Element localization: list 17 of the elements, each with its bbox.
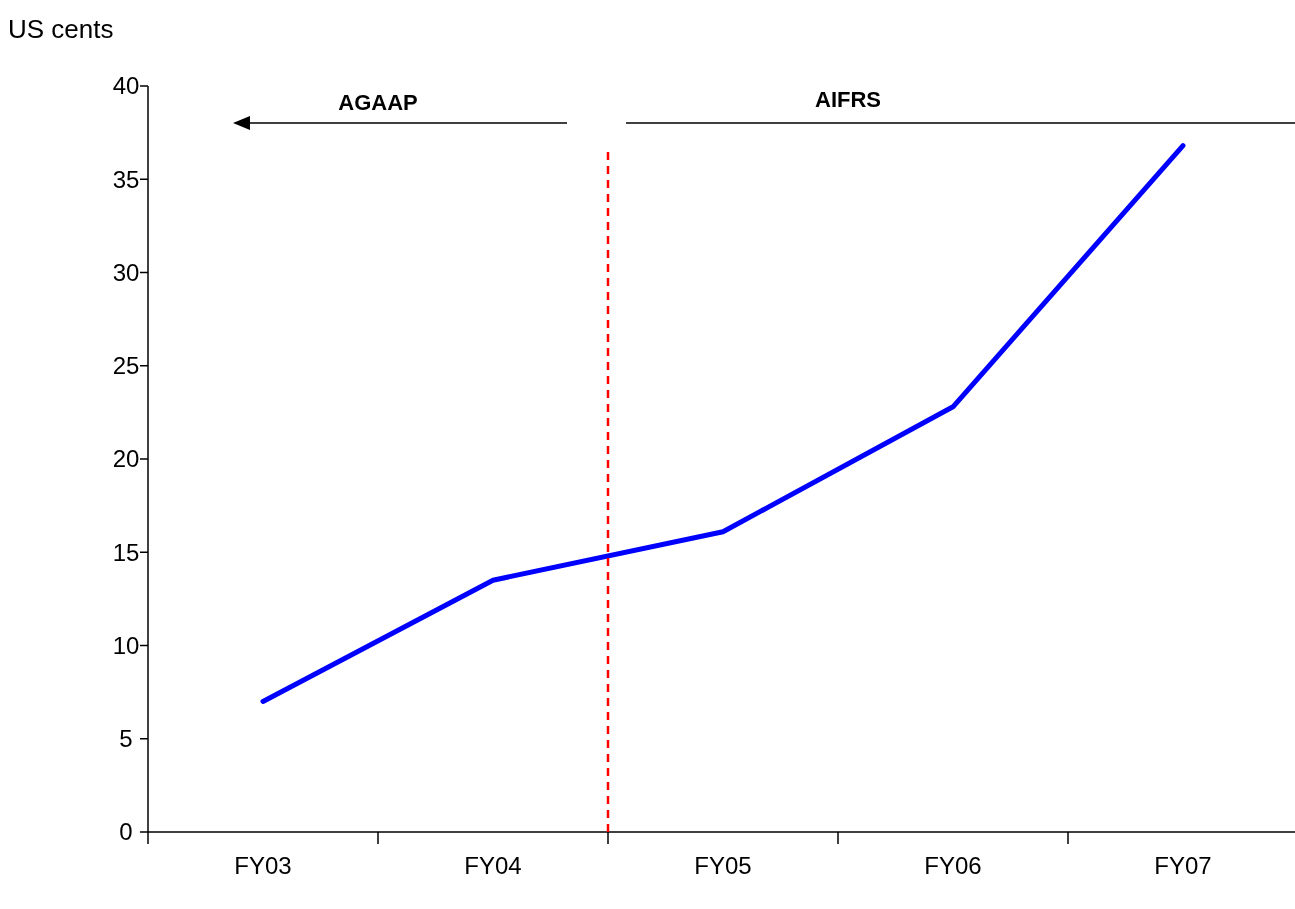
y-tick-label: 30 — [112, 258, 140, 286]
y-tick-label: 0 — [119, 818, 133, 846]
y-tick-label: 40 — [112, 72, 140, 100]
y-tick-label: 35 — [112, 165, 140, 193]
annotation: AIFRS — [815, 87, 881, 112]
y-axis-title: US cents — [8, 14, 114, 44]
y-tick-label: 25 — [112, 352, 140, 380]
x-tick-label: FY06 — [924, 852, 982, 879]
y-tick-label: 10 — [112, 631, 140, 659]
annotation: AGAAP — [338, 90, 418, 115]
y-tick-label: 5 — [119, 725, 133, 753]
y-tick-label: 20 — [112, 445, 140, 473]
x-tick-label: FY03 — [234, 852, 292, 879]
x-tick-label: FY07 — [1154, 852, 1212, 879]
y-tick-label: 15 — [112, 538, 140, 566]
x-tick-label: FY05 — [694, 852, 752, 879]
x-tick-label: FY04 — [464, 852, 522, 879]
